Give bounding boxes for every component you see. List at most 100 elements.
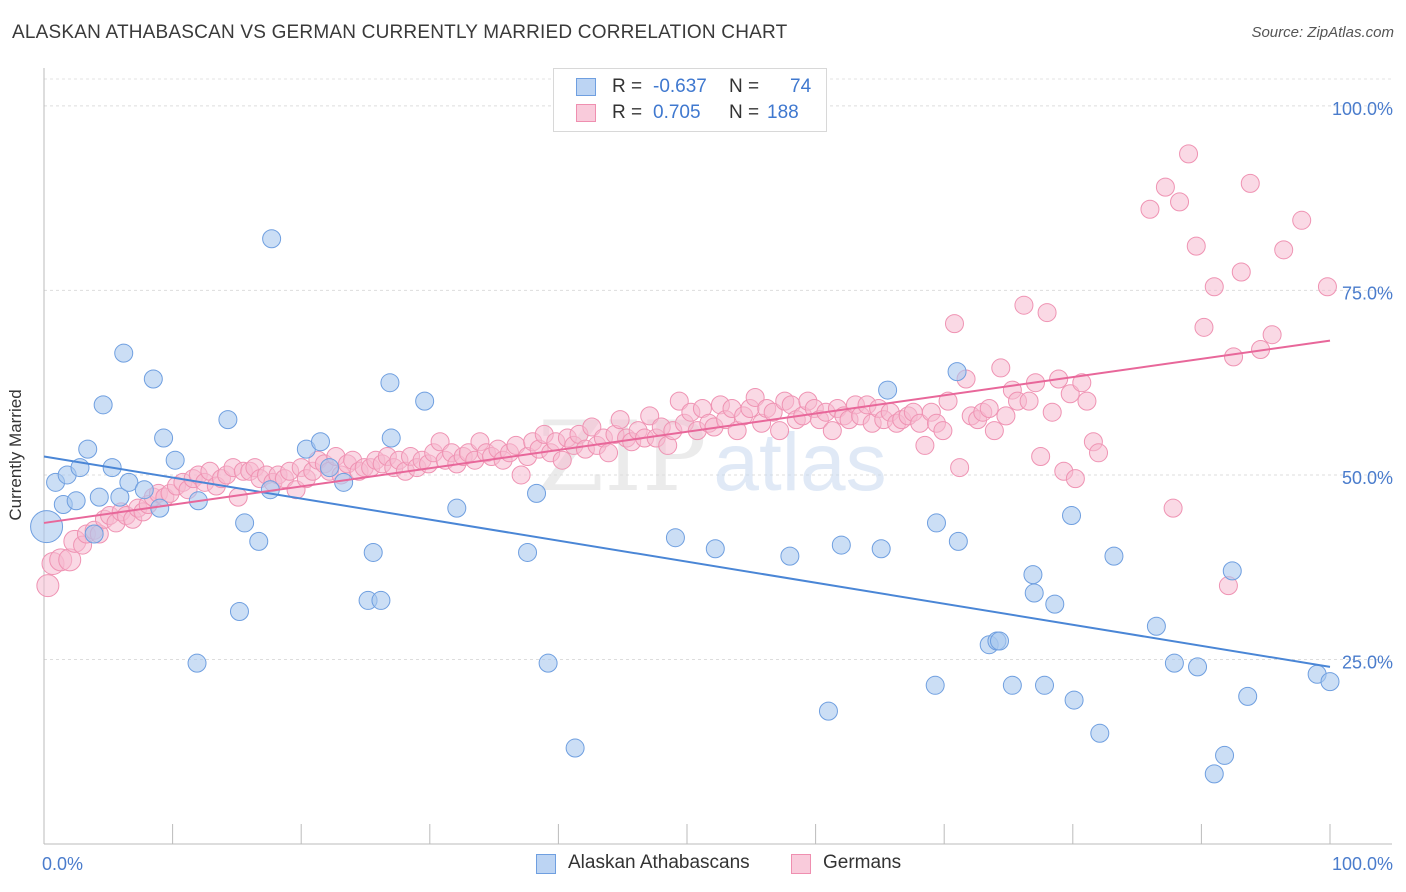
alaskan-athabascans-point	[1023, 565, 1043, 585]
series-legend: Alaskan Athabascans Germans	[0, 852, 1406, 878]
chart-title: ALASKAN ATHABASCAN VS GERMAN CURRENTLY M…	[12, 22, 788, 43]
germans-point	[1037, 303, 1057, 323]
alaskan-athabascans-point	[518, 542, 538, 562]
alaskan-athabascans-point	[818, 701, 838, 721]
legend-swatch-pink	[576, 104, 596, 122]
alaskan-athabascans-point	[235, 513, 255, 533]
alaskan-athabascans-point	[1164, 653, 1184, 673]
germans-point	[599, 443, 619, 463]
alaskan-athabascans-point	[143, 369, 163, 389]
alaskan-athabascans-point	[780, 546, 800, 566]
legend-r-label: R =	[612, 76, 643, 97]
germans-trend-line	[43, 339, 1331, 524]
germans-point	[640, 406, 660, 426]
y-tick-label: 50.0%	[1342, 468, 1393, 488]
germans-point	[1274, 240, 1294, 260]
legend-row-alaskan: R = -0.637 N = 74	[554, 75, 826, 101]
series-label-alaskan: Alaskan Athabascans	[568, 852, 750, 873]
legend-r-value: 0.705	[653, 102, 701, 123]
alaskan-athabascans-point	[93, 395, 113, 415]
germans-point	[1077, 391, 1097, 411]
germans-point	[950, 458, 970, 478]
alaskan-athabascans-point	[119, 472, 139, 492]
germans-point	[669, 391, 689, 411]
series-label-germans: Germans	[823, 852, 902, 873]
germans-point	[991, 358, 1011, 378]
germans-point	[763, 402, 783, 422]
germans-point	[770, 421, 790, 441]
legend-n-value: 188	[767, 102, 799, 123]
germans-point	[1262, 325, 1282, 345]
alaskan-athabascans-point	[538, 653, 558, 673]
germans-point	[1204, 277, 1224, 297]
alaskan-athabascans-point	[1024, 583, 1044, 603]
alaskan-athabascans-point	[66, 491, 86, 511]
grid-lines	[44, 78, 1392, 660]
alaskan-athabascans-point	[84, 524, 104, 544]
alaskan-athabascans-point	[363, 542, 383, 562]
alaskan-athabascans-point	[371, 590, 391, 610]
legend-swatch-blue	[576, 78, 596, 96]
alaskan-athabascans-point	[447, 498, 467, 518]
legend-row-germans: R = 0.705 N = 188	[554, 101, 826, 127]
y-tick-label: 75.0%	[1342, 283, 1393, 303]
alaskan-athabascans-point	[1188, 657, 1208, 677]
correlation-legend: R = -0.637 N = 74 R = 0.705 N = 188	[553, 68, 827, 132]
alaskan-athabascans-point	[249, 531, 269, 551]
germans-point	[933, 421, 953, 441]
germans-point	[1140, 199, 1160, 219]
alaskan-athabascans-point	[154, 428, 174, 448]
germans-point	[1186, 236, 1206, 256]
alaskan-athabascans-point	[1238, 686, 1258, 706]
germans-point	[511, 465, 531, 485]
source-credit: Source: ZipAtlas.com	[1251, 24, 1394, 41]
alaskan-athabascans-point	[565, 738, 585, 758]
germans-point	[1060, 384, 1080, 404]
germans-point	[1072, 373, 1092, 393]
alaskan-athabascans-point	[1035, 675, 1055, 695]
alaskan-athabascans-point	[1222, 561, 1242, 581]
germans-point	[979, 399, 999, 419]
alaskan-athabascans-point	[878, 380, 898, 400]
alaskan-athabascans-point	[665, 528, 685, 548]
series-swatch-blue	[536, 854, 556, 874]
trend-lines	[43, 339, 1331, 668]
germans-point	[1224, 347, 1244, 367]
alaskan-athabascans-point	[319, 458, 339, 478]
alaskan-athabascans-point	[78, 439, 98, 459]
legend-r-value: -0.637	[653, 76, 707, 97]
alaskan-athabascans-point	[310, 432, 330, 452]
x-tick-label-min: 0.0%	[42, 854, 83, 874]
germans-point	[996, 406, 1016, 426]
alaskan-athabascans-point	[89, 487, 109, 507]
germans-points	[36, 144, 1337, 598]
alaskan-athabascans-point	[1090, 723, 1110, 743]
germans-point	[984, 421, 1004, 441]
legend-r-label: R =	[612, 102, 643, 123]
series-swatch-pink	[791, 854, 811, 874]
germans-point	[1155, 177, 1175, 197]
germans-point	[582, 417, 602, 437]
germans-point	[430, 432, 450, 452]
alaskan-athabascans-point	[948, 531, 968, 551]
alaskan-athabascans-point	[705, 539, 725, 559]
axes	[43, 68, 1392, 845]
alaskan-athabascans-point	[114, 343, 134, 363]
germans-point	[1065, 469, 1085, 489]
alaskan-athabascans-point	[1204, 764, 1224, 784]
germans-point	[1292, 210, 1312, 230]
germans-point	[1042, 402, 1062, 422]
germans-point	[938, 391, 958, 411]
germans-point	[1231, 262, 1251, 282]
alaskan-athabascans-point	[381, 428, 401, 448]
alaskan-athabascans-point	[527, 483, 547, 503]
germans-point	[610, 410, 630, 430]
alaskan-athabascans-point	[925, 675, 945, 695]
alaskan-athabascans-point	[415, 391, 435, 411]
germans-point	[745, 387, 765, 407]
y-axis-label: Currently Married	[6, 389, 25, 521]
alaskan-athabascans-point	[989, 631, 1009, 651]
germans-point	[822, 421, 842, 441]
y-tick-label: 100.0%	[1332, 99, 1393, 119]
